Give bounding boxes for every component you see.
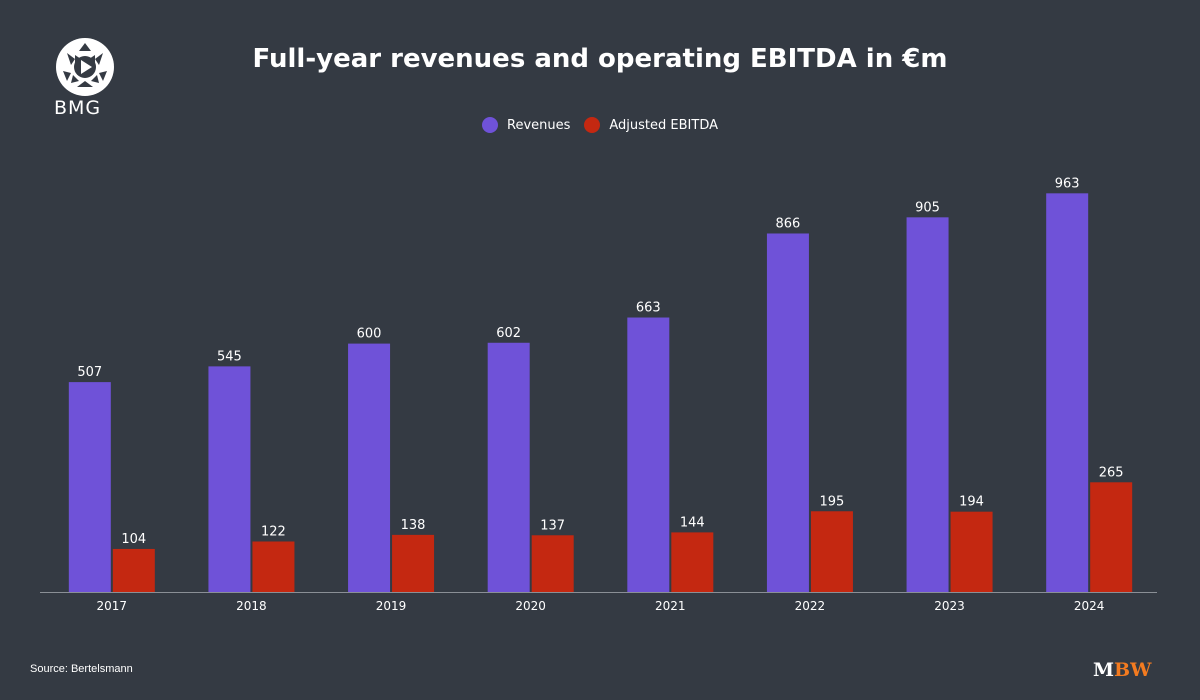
bmg-logo (55, 37, 115, 102)
x-tick-label: 2017 (97, 599, 128, 613)
data-label: 602 (496, 326, 521, 341)
bar-ebitda-2020 (531, 535, 574, 592)
data-label: 137 (540, 518, 565, 533)
data-label: 905 (915, 200, 940, 215)
data-label: 104 (121, 532, 146, 547)
legend-swatch (584, 117, 601, 133)
data-label: 122 (261, 524, 286, 539)
mbw-watermark: MBW (1093, 659, 1152, 681)
bar-revenues-2024 (1046, 193, 1089, 592)
bar-ebitda-2017 (112, 548, 155, 592)
x-tick-label: 2022 (795, 599, 826, 613)
data-label: 195 (820, 494, 845, 509)
legend-item-ebitda: Adjusted EBITDA (584, 117, 718, 133)
x-tick-label: 2018 (236, 599, 267, 613)
data-label: 663 (636, 301, 661, 316)
bar-ebitda-2018 (252, 541, 295, 592)
x-tick-label: 2019 (376, 599, 407, 613)
data-label: 507 (77, 365, 102, 380)
x-tick-label: 2021 (655, 599, 686, 613)
legend-item-revenues: Revenues (482, 117, 570, 133)
data-label: 866 (776, 216, 801, 231)
x-tick-label: 2023 (934, 599, 965, 613)
data-label: 144 (680, 515, 705, 530)
bmg-logo-text: BMG (54, 97, 102, 119)
data-label: 265 (1099, 465, 1124, 480)
data-label: 963 (1055, 176, 1080, 191)
legend-swatch (482, 117, 498, 133)
bar-revenues-2018 (208, 366, 251, 592)
bar-ebitda-2023 (950, 511, 993, 592)
bar-ebitda-2022 (810, 511, 853, 592)
bar-revenues-2019 (348, 343, 391, 592)
source-note: Source: Bertelsmann (30, 663, 133, 675)
chart-title: Full-year revenues and operating EBITDA … (252, 44, 948, 74)
bar-revenues-2023 (906, 217, 949, 592)
legend: Revenues Adjusted EBITDA (0, 117, 1200, 133)
bar-revenues-2021 (627, 317, 670, 592)
data-label: 194 (959, 495, 984, 510)
x-tick-label: 2024 (1074, 599, 1105, 613)
bar-ebitda-2021 (671, 532, 714, 592)
bar-ebitda-2019 (392, 534, 435, 592)
x-tick-label: 2020 (515, 599, 546, 613)
data-label: 600 (357, 327, 382, 342)
bar-revenues-2017 (68, 382, 111, 592)
legend-label: Adjusted EBITDA (609, 117, 718, 133)
bar-revenues-2020 (487, 342, 530, 592)
bar-ebitda-2024 (1090, 482, 1133, 592)
bar-revenues-2022 (766, 233, 809, 592)
legend-label: Revenues (507, 117, 571, 133)
data-label: 545 (217, 349, 242, 364)
data-label: 138 (401, 518, 426, 533)
